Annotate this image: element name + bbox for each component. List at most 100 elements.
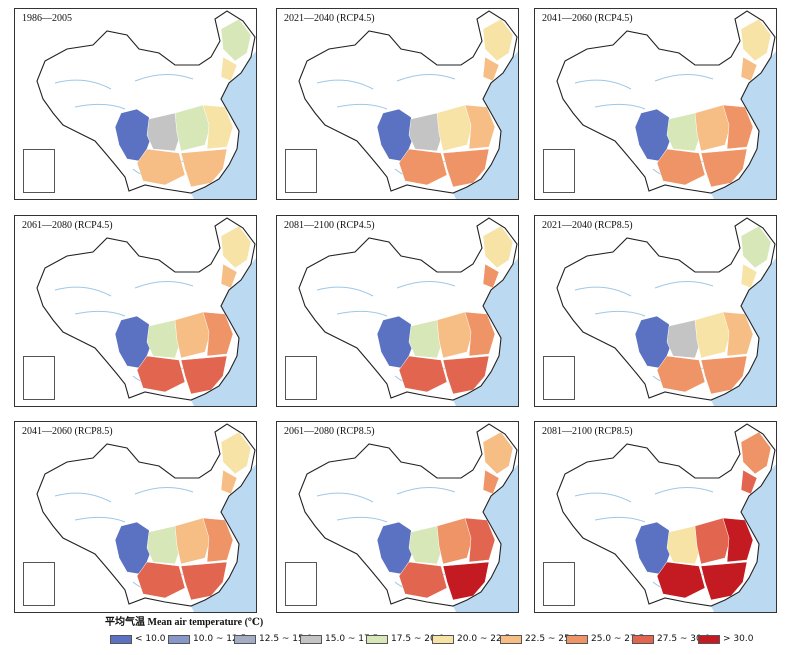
map-panel: 2021—2040 (RCP8.5) — [534, 215, 777, 407]
temperature-region — [398, 561, 448, 599]
legend-label: 10.0 ~ 12.5 — [193, 634, 247, 644]
panel-title: 2021—2040 (RCP8.5) — [542, 220, 633, 231]
panel-title: 2061—2080 (RCP4.5) — [22, 220, 113, 231]
panel-title: 2081—2100 (RCP8.5) — [542, 426, 633, 437]
legend-label: < 10.0 — [135, 634, 166, 644]
land — [299, 11, 517, 193]
national-border — [298, 217, 518, 401]
legend-item: 25.0 ~ 27.5 — [566, 634, 644, 644]
national-border — [36, 10, 256, 194]
china-map — [36, 217, 256, 406]
legend-item: > 30.0 — [698, 634, 753, 644]
land — [557, 218, 775, 400]
sea — [191, 464, 256, 612]
legend-label: 27.5 ~ 30.0 — [657, 634, 711, 644]
sea — [191, 258, 256, 406]
legend-swatch — [432, 634, 454, 644]
legend-swatch — [366, 634, 388, 644]
legend-item: 12.5 ~ 15.0 — [234, 634, 312, 644]
south-china-sea-inset — [543, 562, 575, 606]
river — [654, 281, 714, 289]
national-border — [298, 423, 518, 607]
national-border — [556, 217, 776, 401]
land — [299, 218, 517, 400]
national-border — [298, 10, 518, 194]
legend-swatch — [110, 634, 132, 644]
legend-item: 17.5 ~ 20.0 — [366, 634, 444, 644]
river — [54, 79, 112, 90]
legend-swatch — [500, 634, 522, 644]
river — [654, 487, 714, 495]
land — [37, 218, 255, 400]
national-border — [556, 10, 776, 194]
river — [594, 310, 646, 317]
legend-item: 27.5 ~ 30.0 — [632, 634, 710, 644]
china-map — [556, 423, 776, 612]
legend-swatch — [698, 634, 720, 644]
china-map — [556, 10, 776, 199]
legend-swatch — [632, 634, 654, 644]
china-map — [36, 10, 256, 199]
river — [336, 103, 388, 110]
temperature-region — [136, 148, 186, 186]
china-map — [36, 423, 256, 612]
river — [54, 286, 112, 297]
river — [574, 492, 632, 503]
legend-swatch — [566, 634, 588, 644]
land — [557, 11, 775, 193]
river — [336, 516, 388, 523]
river — [396, 487, 456, 495]
national-border — [36, 423, 256, 607]
south-china-sea-inset — [23, 149, 55, 193]
panel-title: 2061—2080 (RCP8.5) — [284, 426, 375, 437]
map-panel: 2061—2080 (RCP4.5) — [14, 215, 257, 407]
south-china-sea-inset — [285, 562, 317, 606]
river — [74, 103, 126, 110]
river — [594, 103, 646, 110]
river — [74, 516, 126, 523]
south-china-sea-inset — [543, 356, 575, 400]
river — [316, 79, 374, 90]
river — [396, 281, 456, 289]
legend-item: 22.5 ~ 25.0 — [500, 634, 578, 644]
legend-label: 12.5 ~ 15.0 — [259, 634, 313, 644]
legend-label: 15.0 ~ 17.5 — [325, 634, 379, 644]
national-border — [556, 423, 776, 607]
legend-item: 10.0 ~ 12.5 — [168, 634, 246, 644]
panel-title: 2021—2040 (RCP4.5) — [284, 13, 375, 24]
temperature-region — [136, 561, 186, 599]
temperature-region — [656, 355, 706, 393]
legend-swatch — [234, 634, 256, 644]
national-border — [36, 217, 256, 401]
sea — [191, 51, 256, 199]
legend-label: 25.0 ~ 27.5 — [591, 634, 645, 644]
sea — [453, 258, 518, 406]
china-map — [556, 217, 776, 406]
china-map — [298, 217, 518, 406]
legend-swatch — [300, 634, 322, 644]
china-map — [298, 423, 518, 612]
south-china-sea-inset — [23, 356, 55, 400]
legend-item: 15.0 ~ 17.5 — [300, 634, 378, 644]
map-panel: 2021—2040 (RCP4.5) — [276, 8, 519, 200]
legend-item: < 10.0 — [110, 634, 165, 644]
temperature-region — [656, 148, 706, 186]
legend-swatch — [168, 634, 190, 644]
land — [37, 424, 255, 606]
map-panel: 2041—2060 (RCP8.5) — [14, 421, 257, 613]
river — [134, 74, 194, 82]
temperature-region — [398, 148, 448, 186]
legend-label: 22.5 ~ 25.0 — [525, 634, 579, 644]
temperature-region — [136, 355, 186, 393]
river — [594, 516, 646, 523]
river — [574, 79, 632, 90]
temperature-region — [398, 355, 448, 393]
sea — [453, 464, 518, 612]
legend-label: > 30.0 — [723, 634, 754, 644]
land — [299, 424, 517, 606]
south-china-sea-inset — [543, 149, 575, 193]
temperature-region — [656, 561, 706, 599]
china-map — [298, 10, 518, 199]
map-panel: 2061—2080 (RCP8.5) — [276, 421, 519, 613]
panel-title: 2081—2100 (RCP4.5) — [284, 220, 375, 231]
